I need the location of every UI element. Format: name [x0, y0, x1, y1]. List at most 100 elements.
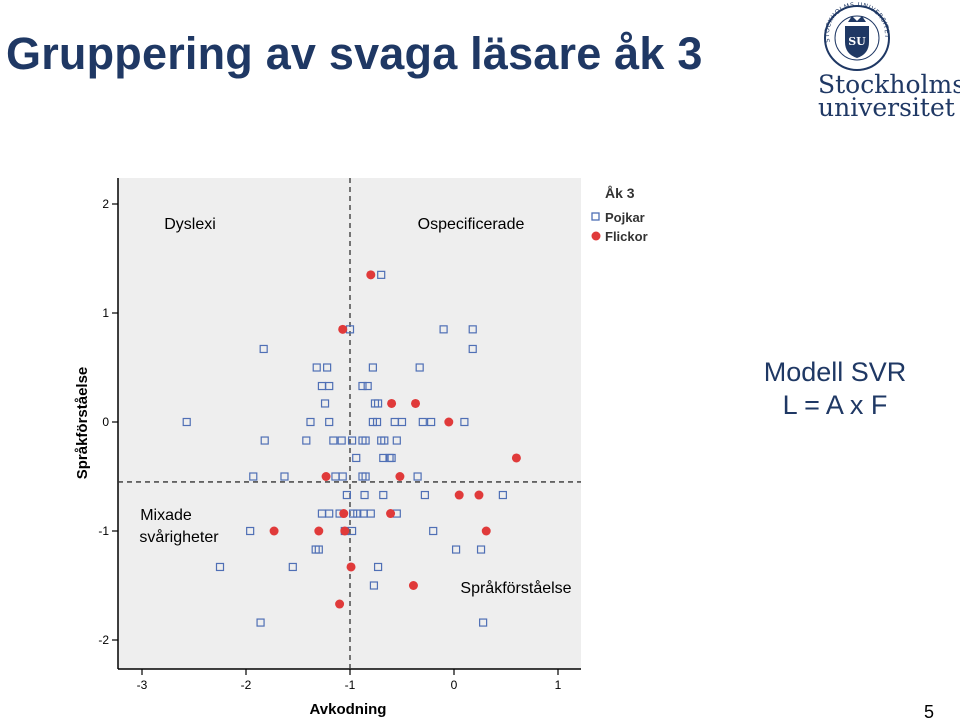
data-point-pojkar: [379, 490, 388, 500]
legend-label-flickor: Flickor: [605, 229, 648, 244]
series-flickor: [269, 270, 521, 609]
data-point-pojkar: [280, 472, 289, 481]
seal-monogram: SU: [848, 35, 866, 48]
data-point-flickor: [511, 453, 521, 463]
data-point-pojkar: [347, 436, 357, 445]
data-point-pojkar: [337, 436, 346, 445]
y-tick-label: 2: [102, 197, 109, 211]
annotation-sprakforstaelse: Språkförståelse: [460, 579, 571, 597]
data-point-pojkar: [373, 399, 383, 408]
x-axis: -3 -2 -1 0 1: [118, 668, 581, 692]
legend-marker-pojkar: [591, 212, 600, 221]
data-point-pojkar: [429, 526, 438, 536]
annotation-ospecificerade: Ospecificerade: [418, 216, 525, 233]
data-point-flickor: [339, 509, 349, 519]
data-point-pojkar: [352, 453, 361, 463]
data-point-pojkar: [323, 363, 332, 372]
y-tick-label: -2: [98, 633, 109, 647]
data-point-pojkar: [246, 526, 255, 536]
y-tick-label: 1: [102, 306, 109, 320]
legend-title: Åk 3: [605, 185, 635, 201]
logo-name-line1: Stockholms: [818, 70, 960, 99]
data-point-pojkar: [372, 417, 382, 427]
data-point-pojkar: [329, 436, 338, 445]
data-point-pojkar: [361, 472, 370, 481]
data-point-flickor: [346, 562, 356, 572]
data-point-pojkar: [259, 344, 268, 354]
x-tick-label: 0: [451, 678, 458, 692]
slide-title: Gruppering av svaga läsare åk 3: [6, 28, 703, 79]
data-point-flickor: [395, 472, 405, 481]
data-point-pojkar: [320, 399, 330, 408]
data-point-pojkar: [360, 490, 369, 500]
y-tick-label: 0: [102, 415, 109, 429]
data-point-flickor: [387, 398, 397, 408]
model-title: Modell SVR: [763, 357, 907, 387]
data-point-pojkar: [439, 325, 448, 334]
data-point-pojkar: [368, 363, 377, 372]
data-point-pojkar: [353, 509, 362, 518]
legend-marker-flickor: [591, 231, 601, 241]
data-point-pojkar: [479, 618, 488, 627]
data-point-pojkar: [260, 436, 269, 445]
y-axis: 2 1 0 -1 -2: [98, 178, 119, 669]
x-tick-label: -3: [137, 678, 148, 692]
data-point-pojkar: [325, 417, 334, 427]
y-tick-label: -1: [98, 524, 109, 538]
x-axis-label: Avkodning: [310, 701, 387, 718]
data-point-pojkar: [413, 472, 422, 481]
data-point-flickor: [444, 417, 454, 427]
data-point-pojkar: [498, 490, 507, 500]
data-point-pojkar: [325, 381, 334, 391]
data-point-pojkar: [366, 509, 375, 518]
data-point-pojkar: [380, 436, 389, 445]
data-point-pojkar: [361, 436, 370, 445]
data-point-flickor: [454, 490, 464, 500]
data-point-pojkar: [468, 325, 477, 334]
data-point-pojkar: [306, 417, 315, 427]
data-point-flickor: [340, 526, 350, 536]
logo-name-line2: universitet: [818, 93, 955, 122]
data-point-pojkar: [358, 381, 367, 391]
annotation-mixade: Mixade: [140, 507, 192, 524]
data-point-pojkar: [373, 562, 383, 572]
data-point-pojkar: [182, 417, 191, 427]
data-point-pojkar: [325, 509, 334, 518]
x-tick-label: -2: [241, 678, 252, 692]
data-point-pojkar: [256, 618, 265, 627]
data-point-pojkar: [314, 545, 323, 554]
university-logo: STOCKHOLMS UNIVERSITET SU: [824, 2, 890, 71]
model-formula: L = A x F: [782, 390, 888, 420]
data-point-flickor: [411, 398, 421, 408]
legend-label-pojkar: Pojkar: [605, 210, 645, 225]
data-point-pojkar: [387, 453, 396, 463]
data-point-pojkar: [476, 545, 486, 554]
data-point-pojkar: [427, 417, 436, 427]
data-point-flickor: [408, 581, 418, 590]
data-point-pojkar: [377, 270, 386, 279]
data-point-pojkar: [302, 436, 311, 445]
data-point-pojkar: [392, 436, 401, 445]
annotation-svarigheter: svårigheter: [139, 528, 219, 546]
data-point-pojkar: [342, 490, 351, 500]
data-point-pojkar: [460, 417, 469, 427]
data-point-pojkar: [415, 363, 424, 372]
data-point-pojkar: [363, 381, 372, 391]
y-axis-label: Språkförståelse: [74, 367, 91, 480]
data-point-pojkar: [468, 344, 477, 354]
data-point-flickor: [481, 526, 491, 536]
data-point-pojkar: [418, 417, 427, 427]
data-point-pojkar: [397, 417, 407, 427]
x-tick-label: 1: [555, 678, 562, 692]
data-point-pojkar: [312, 363, 321, 372]
data-point-flickor: [338, 324, 348, 334]
data-point-pojkar: [338, 472, 347, 481]
data-point-flickor: [474, 490, 484, 500]
data-point-pojkar: [288, 562, 297, 572]
annotation-dyslexi: Dyslexi: [164, 216, 216, 233]
x-tick-label: -1: [345, 678, 356, 692]
page-number: 5: [924, 702, 935, 722]
university-seal-icon: STOCKHOLMS UNIVERSITET SU: [824, 2, 890, 71]
data-point-pojkar: [369, 581, 379, 590]
